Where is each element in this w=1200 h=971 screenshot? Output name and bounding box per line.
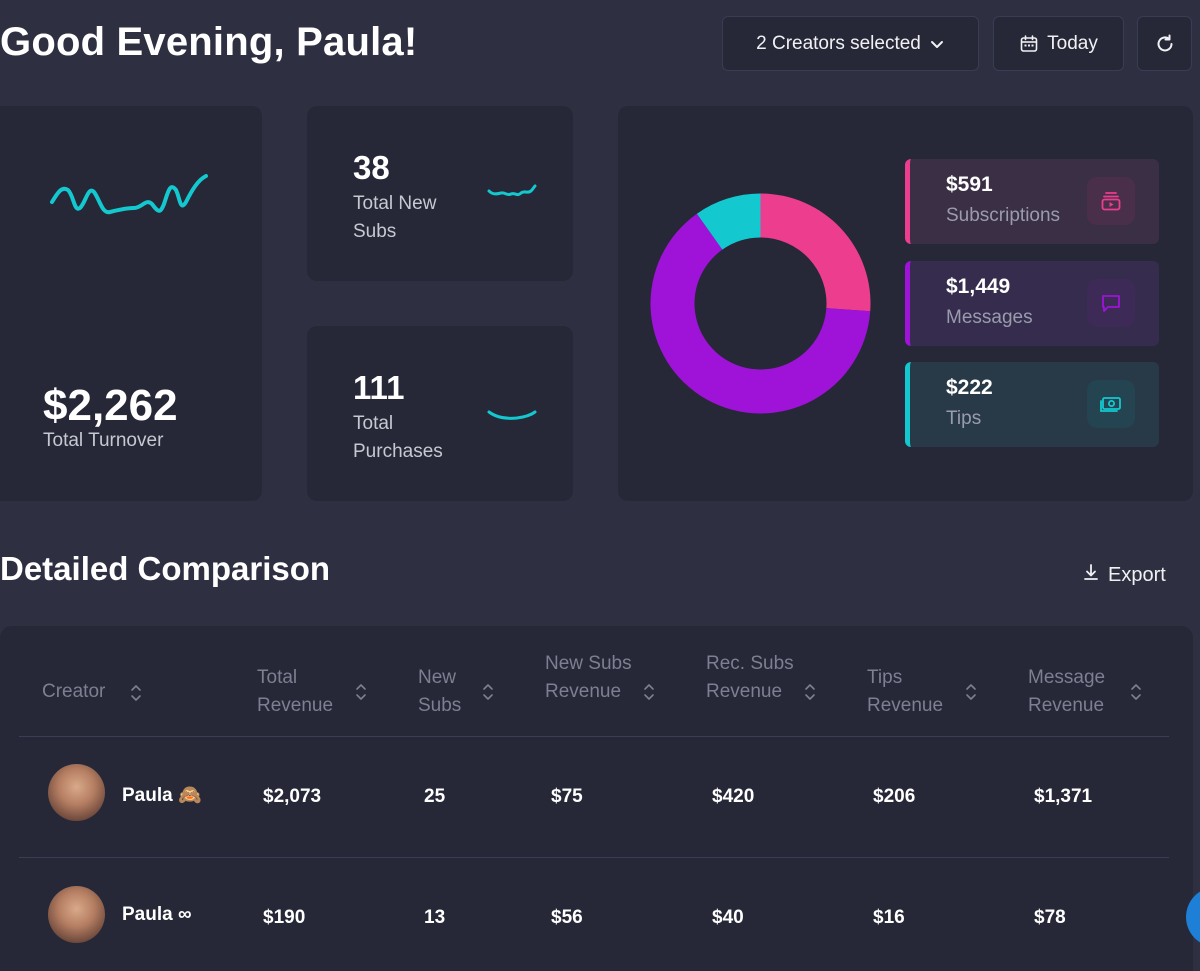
turnover-card: $2,262 Total Turnover (0, 106, 262, 501)
creator-name: Paula 🙈 (122, 785, 202, 806)
new-subs-sparkline (487, 184, 537, 197)
total-revenue-cell: $2,073 (263, 786, 322, 807)
date-range-label: Today (1047, 32, 1098, 54)
turnover-label: Total Turnover (43, 430, 164, 451)
rec-subs-revenue-cell: $40 (712, 907, 744, 928)
message-revenue-cell: $1,371 (1034, 786, 1093, 807)
new-subs-label: Total New Subs (353, 193, 437, 242)
purchases-value: 111 (353, 369, 405, 406)
row-divider (19, 857, 1169, 858)
date-range-button[interactable]: Today (993, 16, 1124, 71)
column-header-new-subs-revenue[interactable]: New Subs Revenue (545, 650, 654, 706)
column-header-message-revenue[interactable]: Message Revenue (1028, 664, 1141, 720)
download-icon (1082, 562, 1100, 588)
new-subs-card: 38 Total New Subs (307, 106, 573, 281)
new-subs-revenue-cell: $56 (551, 907, 583, 928)
legend-messages: $1,449 Messages (905, 261, 1159, 346)
comparison-title: Detailed Comparison (0, 550, 331, 587)
new-subs-cell: 25 (424, 786, 446, 807)
creators-select-label: 2 Creators selected (756, 32, 921, 54)
column-header-rec-subs-revenue[interactable]: Rec. Subs Revenue (706, 650, 815, 706)
message-revenue-cell: $78 (1034, 907, 1066, 928)
refresh-button[interactable] (1137, 16, 1192, 71)
purchases-sparkline (487, 410, 537, 420)
purchases-label: Total Purchases (353, 413, 443, 462)
column-header-tips-revenue[interactable]: Tips Revenue (867, 664, 976, 720)
donut-slice-subscriptions (760, 193, 871, 312)
refresh-icon (1154, 33, 1176, 55)
messages-value: $1,449 (946, 275, 1011, 298)
comparison-table: Creator Total Revenue New Subs New Subs … (0, 626, 1193, 971)
tips-value: $222 (946, 376, 993, 399)
total-revenue-cell: $190 (263, 907, 306, 928)
export-label: Export (1108, 563, 1166, 586)
tips-revenue-cell: $206 (873, 786, 916, 807)
sort-icon (483, 684, 493, 700)
messages-label: Messages (946, 307, 1033, 328)
column-header-total-revenue[interactable]: Total Revenue (257, 664, 366, 720)
revenue-breakdown-card: $591 Subscriptions $1,449 Messages (618, 106, 1193, 501)
new-subs-cell: 13 (424, 907, 446, 928)
calendar-icon (1019, 34, 1039, 54)
avatar (48, 764, 105, 821)
sort-icon (131, 685, 141, 701)
sort-icon (644, 684, 654, 700)
legend-subscriptions: $591 Subscriptions (905, 159, 1159, 244)
avatar (48, 886, 105, 943)
column-header-new-subs[interactable]: New Subs (418, 664, 493, 720)
chevron-down-icon (929, 36, 945, 52)
donut-slice-messages (650, 213, 871, 414)
new-subs-value: 38 (353, 149, 390, 186)
turnover-value: $2,262 (43, 381, 178, 430)
tips-label: Tips (946, 408, 982, 429)
purchases-card: 111 Total Purchases (307, 326, 573, 501)
export-button[interactable]: Export (1082, 561, 1166, 589)
column-header-creator[interactable]: Creator (42, 678, 242, 706)
sort-icon (1131, 684, 1141, 700)
subscription-icon (1087, 177, 1135, 225)
creators-select-button[interactable]: 2 Creators selected (722, 16, 979, 71)
subscriptions-label: Subscriptions (946, 205, 1061, 226)
sort-icon (805, 684, 815, 700)
turnover-sparkline (50, 174, 208, 215)
revenue-donut-chart (650, 193, 871, 414)
row-divider (19, 736, 1169, 737)
creator-name: Paula ∞ (122, 904, 192, 925)
chat-launcher-button[interactable] (1186, 887, 1200, 947)
message-icon (1087, 279, 1135, 327)
legend-tips: $222 Tips (905, 362, 1159, 447)
sort-icon (356, 684, 366, 700)
donut-slice-tips (696, 193, 761, 250)
money-icon (1087, 380, 1135, 428)
rec-subs-revenue-cell: $420 (712, 786, 755, 807)
sort-icon (966, 684, 976, 700)
subscriptions-value: $591 (946, 173, 993, 196)
new-subs-revenue-cell: $75 (551, 786, 583, 807)
tips-revenue-cell: $16 (873, 907, 905, 928)
page-title: Good Evening, Paula! (0, 20, 418, 64)
